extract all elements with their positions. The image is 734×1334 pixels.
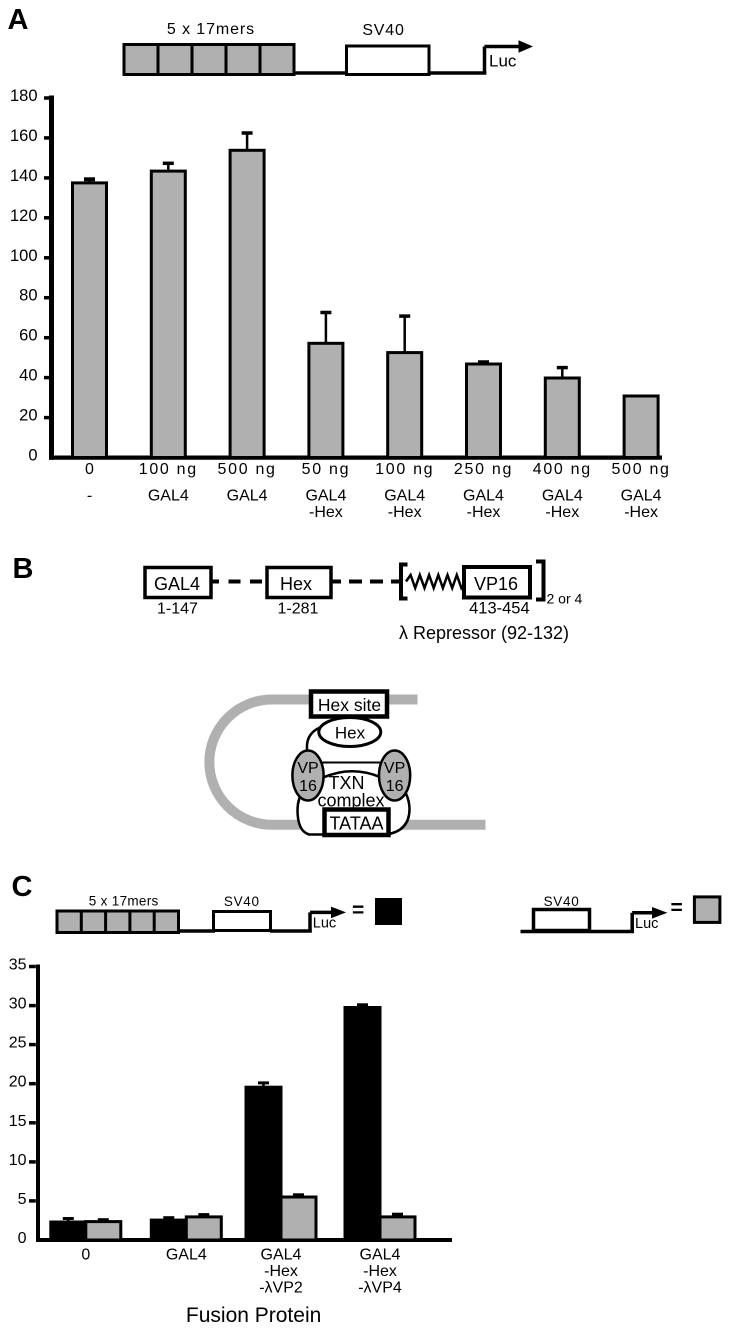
svg-text:16: 16	[299, 778, 317, 795]
svg-text:GAL4: GAL4	[542, 488, 583, 505]
svg-text:10: 10	[9, 1152, 27, 1169]
svg-text:180: 180	[10, 87, 38, 105]
svg-text:B: B	[13, 553, 34, 585]
svg-text:Hex site: Hex site	[318, 695, 381, 715]
svg-text:160: 160	[10, 127, 38, 145]
svg-text:400 ng: 400 ng	[533, 461, 592, 478]
svg-text:100 ng: 100 ng	[375, 461, 434, 478]
svg-text:SV40: SV40	[224, 894, 260, 909]
svg-text:VP: VP	[384, 760, 405, 777]
svg-text:A: A	[8, 4, 29, 36]
svg-text:30: 30	[9, 996, 27, 1013]
svg-text:Hex: Hex	[335, 724, 366, 743]
svg-text:Luc: Luc	[635, 916, 658, 932]
svg-text:-Hex: -Hex	[309, 504, 343, 521]
svg-text:40: 40	[19, 367, 37, 385]
svg-text:-Hex: -Hex	[388, 504, 422, 521]
svg-text:GAL4: GAL4	[463, 488, 504, 505]
svg-text:GAL4: GAL4	[261, 1247, 302, 1264]
svg-text:140: 140	[10, 167, 38, 185]
svg-text:-Hex: -Hex	[467, 504, 501, 521]
svg-text:GAL4: GAL4	[384, 488, 425, 505]
svg-text:SV40: SV40	[544, 894, 580, 909]
svg-text:-Hex: -Hex	[363, 1263, 397, 1280]
svg-text:VP: VP	[297, 760, 318, 777]
svg-text:5: 5	[18, 1191, 27, 1208]
svg-text:2 or 4: 2 or 4	[547, 591, 583, 607]
svg-text:5 x 17mers: 5 x 17mers	[167, 21, 255, 38]
svg-text:GAL4: GAL4	[154, 574, 200, 594]
svg-text:-λVP2: -λVP2	[259, 1280, 303, 1297]
svg-text:20: 20	[9, 1074, 27, 1091]
svg-text:80: 80	[19, 287, 37, 305]
svg-text:60: 60	[19, 327, 37, 345]
svg-text:GAL4: GAL4	[227, 488, 268, 505]
svg-text:-Hex: -Hex	[545, 504, 579, 521]
svg-text:0: 0	[18, 1230, 27, 1247]
svg-text:VP16: VP16	[474, 574, 518, 594]
svg-text:16: 16	[386, 778, 404, 795]
svg-text:500 ng: 500 ng	[218, 461, 277, 478]
svg-text:GAL4: GAL4	[166, 1247, 207, 1264]
svg-text:100 ng: 100 ng	[139, 461, 198, 478]
svg-text:GAL4: GAL4	[621, 488, 662, 505]
svg-text:5 x 17mers: 5 x 17mers	[89, 893, 159, 908]
svg-text:0: 0	[85, 461, 94, 478]
svg-text:Fusion Protein: Fusion Protein	[186, 1304, 321, 1327]
svg-text:-Hex: -Hex	[264, 1263, 298, 1280]
svg-text:-λVP4: -λVP4	[358, 1280, 402, 1297]
svg-text:413-454: 413-454	[469, 600, 530, 618]
svg-text:120: 120	[10, 207, 38, 225]
svg-text:20: 20	[19, 407, 37, 425]
svg-text:=: =	[352, 899, 364, 922]
svg-text:0: 0	[81, 1247, 90, 1264]
svg-text:TATAA: TATAA	[330, 814, 384, 834]
svg-text:1-281: 1-281	[278, 601, 319, 618]
svg-text:Luc: Luc	[313, 916, 336, 932]
svg-text:15: 15	[9, 1113, 27, 1130]
svg-text:Hex: Hex	[280, 574, 312, 594]
svg-text:GAL4: GAL4	[148, 488, 189, 505]
svg-text:complex: complex	[317, 791, 384, 811]
svg-text:-: -	[87, 488, 92, 505]
svg-text:C: C	[12, 871, 33, 903]
svg-text:λ Repressor (92-132): λ Repressor (92-132)	[399, 623, 569, 643]
svg-text:250 ng: 250 ng	[454, 461, 513, 478]
svg-text:GAL4: GAL4	[305, 488, 346, 505]
svg-text:=: =	[671, 897, 683, 920]
svg-text:GAL4: GAL4	[360, 1247, 401, 1264]
svg-text:100: 100	[10, 247, 38, 265]
svg-text:35: 35	[9, 957, 27, 974]
svg-text:500 ng: 500 ng	[612, 461, 671, 478]
svg-text:SV40: SV40	[362, 22, 404, 39]
svg-text:TXN: TXN	[329, 773, 365, 793]
svg-text:1-147: 1-147	[157, 601, 198, 618]
svg-text:Luc: Luc	[489, 52, 517, 71]
svg-text:25: 25	[9, 1035, 27, 1052]
svg-text:0: 0	[28, 447, 37, 465]
svg-text:-Hex: -Hex	[624, 504, 658, 521]
svg-text:50 ng: 50 ng	[302, 461, 351, 478]
